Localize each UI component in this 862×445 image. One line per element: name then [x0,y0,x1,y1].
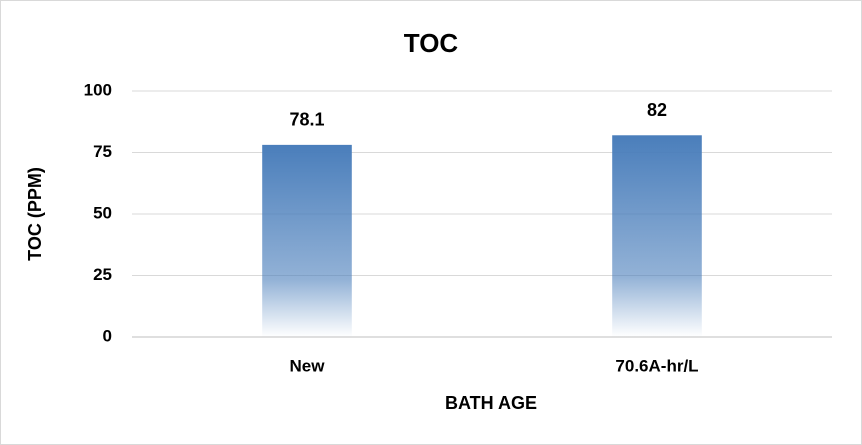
chart-title: TOC [404,28,459,58]
y-tick-label: 50 [93,203,112,222]
bar [262,144,352,337]
y-tick-label: 75 [93,142,112,161]
y-tick-label: 0 [103,326,112,345]
x-axis-title: BATH AGE [445,393,537,413]
bar [612,135,702,337]
x-tick-label: 70.6A-hr/L [615,356,698,375]
data-label: 78.1 [289,110,324,130]
data-label: 82 [647,100,667,120]
y-axis-title: TOC (PPM) [25,167,45,261]
x-tick-label: New [290,356,326,375]
y-tick-label: 25 [93,265,112,284]
y-tick-label: 100 [84,80,112,99]
